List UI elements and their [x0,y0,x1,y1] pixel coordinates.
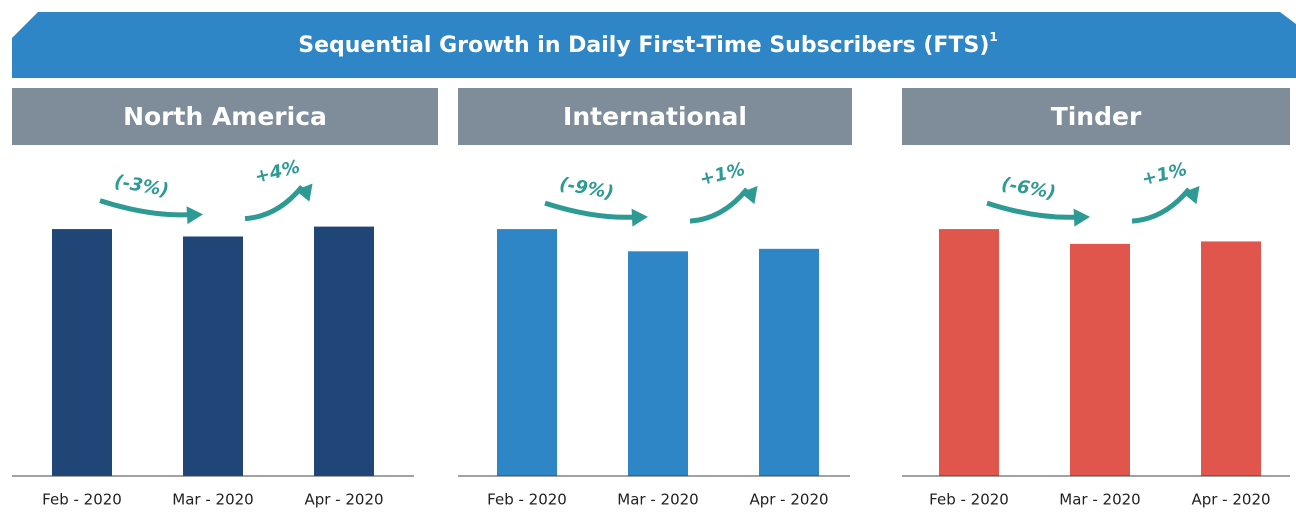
title-note: 1 [989,30,997,44]
arrow-head [1073,208,1090,227]
x-tick-label: Mar - 2020 [617,491,698,509]
bar [497,229,557,476]
bar [939,229,999,476]
panel-title: International [563,102,747,131]
panel-header [12,88,438,145]
growth-label: +1% [1140,159,1189,190]
growth-arrow [689,187,749,224]
growth-arrow [544,200,637,220]
x-tick-label: Apr - 2020 [1191,491,1270,509]
panel-title: Tinder [1051,102,1142,131]
growth-label: (-6%) [1000,174,1057,204]
arrow-head [740,185,758,205]
bar [1070,243,1130,476]
growth-label: +4% [253,156,302,187]
arrow-head [1182,185,1200,205]
bar [183,236,243,476]
arrow-head [631,208,648,227]
arrow-head [295,183,313,202]
bar [1201,241,1261,476]
x-tick-label: Mar - 2020 [172,491,253,509]
x-tick-label: Mar - 2020 [1059,491,1140,509]
panel-header [458,88,852,145]
growth-arrow [99,198,192,218]
bar [628,251,688,476]
growth-arrow [986,200,1079,220]
growth-label: +1% [698,159,747,190]
growth-arrow [244,185,304,222]
title-banner [12,12,1296,78]
title-text: Sequential Growth in Daily First-Time Su… [298,33,989,58]
panel-header [902,88,1290,145]
x-tick-label: Feb - 2020 [487,491,567,509]
bar [759,248,819,476]
x-tick-label: Feb - 2020 [929,491,1009,509]
x-tick-label: Feb - 2020 [42,491,122,509]
x-tick-label: Apr - 2020 [304,491,383,509]
growth-arrow [1131,187,1191,224]
panel-title: North America [123,102,327,131]
growth-label: (-3%) [113,171,170,201]
x-tick-label: Apr - 2020 [749,491,828,509]
growth-label: (-9%) [558,174,615,204]
bar [314,226,374,476]
arrow-head [186,206,203,225]
chart-title: Sequential Growth in Daily First-Time Su… [298,30,997,59]
bar [52,229,112,476]
